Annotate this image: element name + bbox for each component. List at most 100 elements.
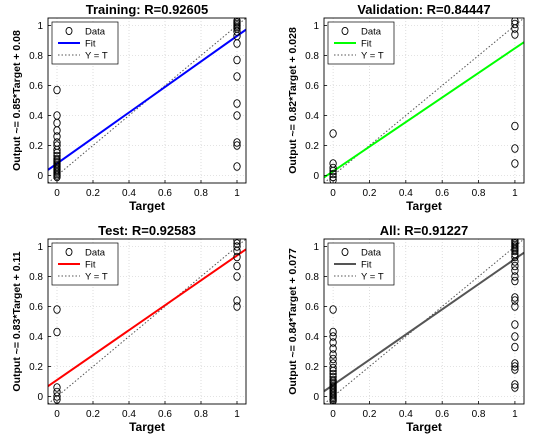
data-point xyxy=(233,239,241,245)
y-tick-label: 0.6 xyxy=(305,81,319,92)
data-point xyxy=(53,383,61,392)
data-point xyxy=(329,338,337,347)
identity-line xyxy=(48,18,246,183)
data-point xyxy=(511,144,519,153)
chart-title: Training: R=0.92605 xyxy=(86,2,208,17)
data-point xyxy=(233,55,241,65)
data-point xyxy=(329,169,337,179)
data-point xyxy=(53,85,61,95)
y-tick-label: 0.6 xyxy=(29,302,43,313)
legend-entry: Y = T xyxy=(361,272,384,283)
legend-entry: Data xyxy=(361,27,382,38)
data-point xyxy=(233,272,241,281)
legend-entry: Data xyxy=(361,248,382,259)
y-axis-label: Output ~= 0.84*Target + 0.077 xyxy=(287,248,299,395)
y-tick-label: 0.8 xyxy=(305,272,319,283)
data-point xyxy=(233,252,241,262)
y-tick-label: 1 xyxy=(37,242,43,253)
fit-line xyxy=(48,28,246,171)
data-point xyxy=(233,138,241,147)
y-tick-label: 0.4 xyxy=(305,111,319,122)
data-point xyxy=(53,387,61,397)
legend-data-marker xyxy=(65,247,73,257)
data-point xyxy=(511,261,519,271)
x-tick-label: 0.8 xyxy=(472,409,486,420)
x-axis-label: Target xyxy=(406,420,442,434)
legend-data-marker xyxy=(65,26,73,36)
data-point xyxy=(511,320,519,329)
axes-box xyxy=(323,238,525,405)
data-point xyxy=(233,239,241,248)
data-point xyxy=(511,383,519,392)
data-point xyxy=(233,302,241,311)
data-point xyxy=(511,365,519,374)
y-tick-label: 1 xyxy=(313,242,319,253)
axes-box xyxy=(47,238,247,405)
data-point xyxy=(511,293,519,302)
y-axis-label: Output ~= 0.82*Target + 0.028 xyxy=(287,27,299,174)
legend-entry: Data xyxy=(85,27,106,38)
legend-entry: Y = T xyxy=(85,51,108,62)
fit-line xyxy=(324,41,524,179)
x-tick-label: 0.8 xyxy=(194,409,208,420)
chart-panel-2: 0 0.2 0.4 0.6 0.8 1 0 0.2 0.4 0.6 0.8 1 Validation: … xyxy=(287,2,525,213)
data-point xyxy=(53,327,61,337)
data-point xyxy=(329,129,337,138)
data-point xyxy=(511,272,519,281)
data-point xyxy=(53,111,61,120)
legend-entry: Fit xyxy=(85,260,96,271)
y-tick-label: 0.2 xyxy=(29,141,43,152)
data-point xyxy=(511,276,519,286)
x-tick-label: 0.8 xyxy=(472,188,486,199)
x-tick-label: 0.6 xyxy=(435,188,449,199)
data-point xyxy=(233,141,241,150)
x-tick-label: 0.4 xyxy=(399,409,413,420)
data-point xyxy=(511,18,519,26)
x-tick-label: 1 xyxy=(512,188,518,199)
data-point xyxy=(329,375,337,385)
x-tick-label: 0.2 xyxy=(86,188,100,199)
legend-entry: Fit xyxy=(85,39,96,50)
x-tick-label: 0.2 xyxy=(86,409,100,420)
legend-data-marker xyxy=(341,26,349,36)
data-point xyxy=(233,18,241,26)
y-tick-label: 0.2 xyxy=(29,362,43,373)
data-point xyxy=(233,261,241,271)
x-tick-label: 0.2 xyxy=(363,188,377,199)
data-point xyxy=(511,362,519,371)
data-point xyxy=(233,72,241,81)
data-point xyxy=(329,354,337,364)
data-point xyxy=(329,359,337,368)
data-point xyxy=(53,138,61,147)
chart-title: All: R=0.91227 xyxy=(380,223,469,238)
data-point xyxy=(511,159,519,168)
data-point xyxy=(233,242,241,251)
plot-content xyxy=(48,18,246,183)
y-tick-label: 0 xyxy=(37,392,43,403)
data-point xyxy=(511,121,519,131)
x-tick-label: 0.6 xyxy=(158,188,172,199)
plot-content xyxy=(324,239,524,404)
data-point xyxy=(233,162,241,171)
data-point xyxy=(511,332,519,341)
data-point xyxy=(329,163,337,173)
plot-content xyxy=(324,18,524,183)
data-point xyxy=(511,30,519,39)
data-point xyxy=(233,111,241,120)
y-tick-label: 0.8 xyxy=(29,51,43,62)
y-tick-label: 0 xyxy=(313,392,319,403)
data-point xyxy=(329,327,337,337)
x-axis-label: Target xyxy=(406,199,442,213)
x-tick-label: 0.4 xyxy=(122,409,136,420)
data-point xyxy=(511,296,519,305)
data-point xyxy=(53,141,61,150)
x-tick-label: 1 xyxy=(512,409,518,420)
y-tick-label: 0.2 xyxy=(305,141,319,152)
x-tick-label: 1 xyxy=(234,188,240,199)
data-point xyxy=(511,19,519,29)
chart-panel-1: 0 0.2 0.4 0.6 0.8 1 0 0.2 0.4 0.6 0.8 1 Training: R=… xyxy=(11,2,247,213)
